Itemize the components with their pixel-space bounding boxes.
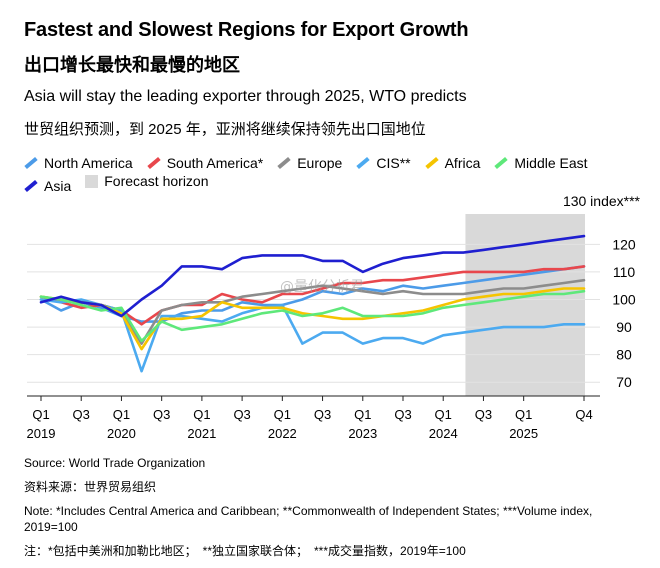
note-text: Note: *Includes Central America and Cari… — [24, 504, 593, 534]
legend-item: CIS** — [356, 154, 411, 172]
source-text-cn: 资料来源：世界贸易组织 — [24, 480, 157, 494]
x-tick-label: Q1 — [193, 407, 210, 422]
legend-item-forecast: Forecast horizon — [85, 172, 209, 190]
chart-legend: North America South America* Europe CIS** Af… — [24, 151, 624, 195]
chart-title: Fastest and Slowest Regions for Export G… — [24, 19, 469, 41]
legend-label: CIS** — [376, 155, 411, 171]
x-year-label: 2023 — [348, 426, 377, 441]
x-tick-label: Q3 — [394, 407, 411, 422]
y-tick-label: 130 index*** — [563, 193, 641, 209]
x-tick-label: Q4 — [575, 407, 592, 422]
chart-footer: Source: World Trade Organization 资料来源：世界… — [24, 455, 644, 567]
x-tick-label: Q1 — [354, 407, 371, 422]
x-year-label: 2019 — [27, 426, 56, 441]
x-tick-label: Q1 — [113, 407, 130, 422]
x-tick-label: Q3 — [73, 407, 90, 422]
x-tick-label: Q1 — [435, 407, 452, 422]
x-tick-label: Q1 — [32, 407, 49, 422]
y-tick-label: 80 — [616, 347, 632, 363]
legend-item: South America* — [147, 154, 264, 172]
legend-item: North America — [24, 154, 133, 172]
series-line-cis — [39, 298, 586, 373]
series-line-asia — [39, 234, 586, 318]
x-year-label: 2020 — [107, 426, 136, 441]
x-tick-label: Q1 — [274, 407, 291, 422]
legend-item: Africa — [424, 154, 481, 172]
line-chart: 70 80 90 100 110 120 130 index*** Q1 2019 Q3 Q1 202… — [27, 193, 641, 441]
y-tick-label: 90 — [616, 319, 632, 335]
note-text-cn: 注：*包括中美洲和加勒比地区； **独立国家联合体； ***成交量指数，2019… — [24, 544, 466, 558]
x-tick-label: Q3 — [153, 407, 170, 422]
watermark: @量化分析君 — [280, 279, 364, 295]
x-tick-label: Q3 — [314, 407, 331, 422]
legend-label: Forecast horizon — [104, 173, 209, 189]
x-year-label: 2024 — [429, 426, 458, 441]
y-tick-label: 120 — [612, 236, 636, 252]
chart-title-cn: 出口增长最快和最慢的地区 — [24, 55, 240, 75]
series-line-europe — [39, 278, 586, 345]
legend-item: Middle East — [494, 154, 588, 172]
legend-item: Asia — [24, 177, 71, 195]
legend-swatch — [85, 174, 99, 188]
chart-subtitle: Asia will stay the leading exporter thro… — [24, 88, 467, 105]
x-tick-label: Q3 — [233, 407, 250, 422]
legend-label: Europe — [297, 155, 343, 171]
legend-label: Middle East — [514, 155, 588, 171]
x-year-label: 2021 — [187, 426, 216, 441]
legend-label: North America — [44, 155, 133, 171]
source-text: Source: World Trade Organization — [24, 456, 206, 470]
y-tick-label: 110 — [613, 264, 636, 280]
y-tick-label: 100 — [612, 292, 636, 308]
series-line-south-america — [39, 265, 586, 326]
y-tick-label: 70 — [616, 374, 632, 390]
x-year-label: 2022 — [268, 426, 297, 441]
forecast-horizon-band — [465, 214, 585, 396]
legend-item: Europe — [277, 154, 342, 172]
x-year-label: 2025 — [509, 426, 538, 441]
legend-label: Asia — [44, 177, 72, 194]
legend-label: South America* — [166, 155, 264, 171]
series-line-middle-east — [39, 289, 586, 343]
x-tick-label: Q3 — [475, 407, 492, 422]
x-tick-label: Q1 — [515, 407, 532, 422]
legend-label: Africa — [444, 155, 481, 171]
chart-subtitle-cn: 世贸组织预测，到 2025 年，亚洲将继续保持领先出口国地位 — [24, 121, 426, 138]
